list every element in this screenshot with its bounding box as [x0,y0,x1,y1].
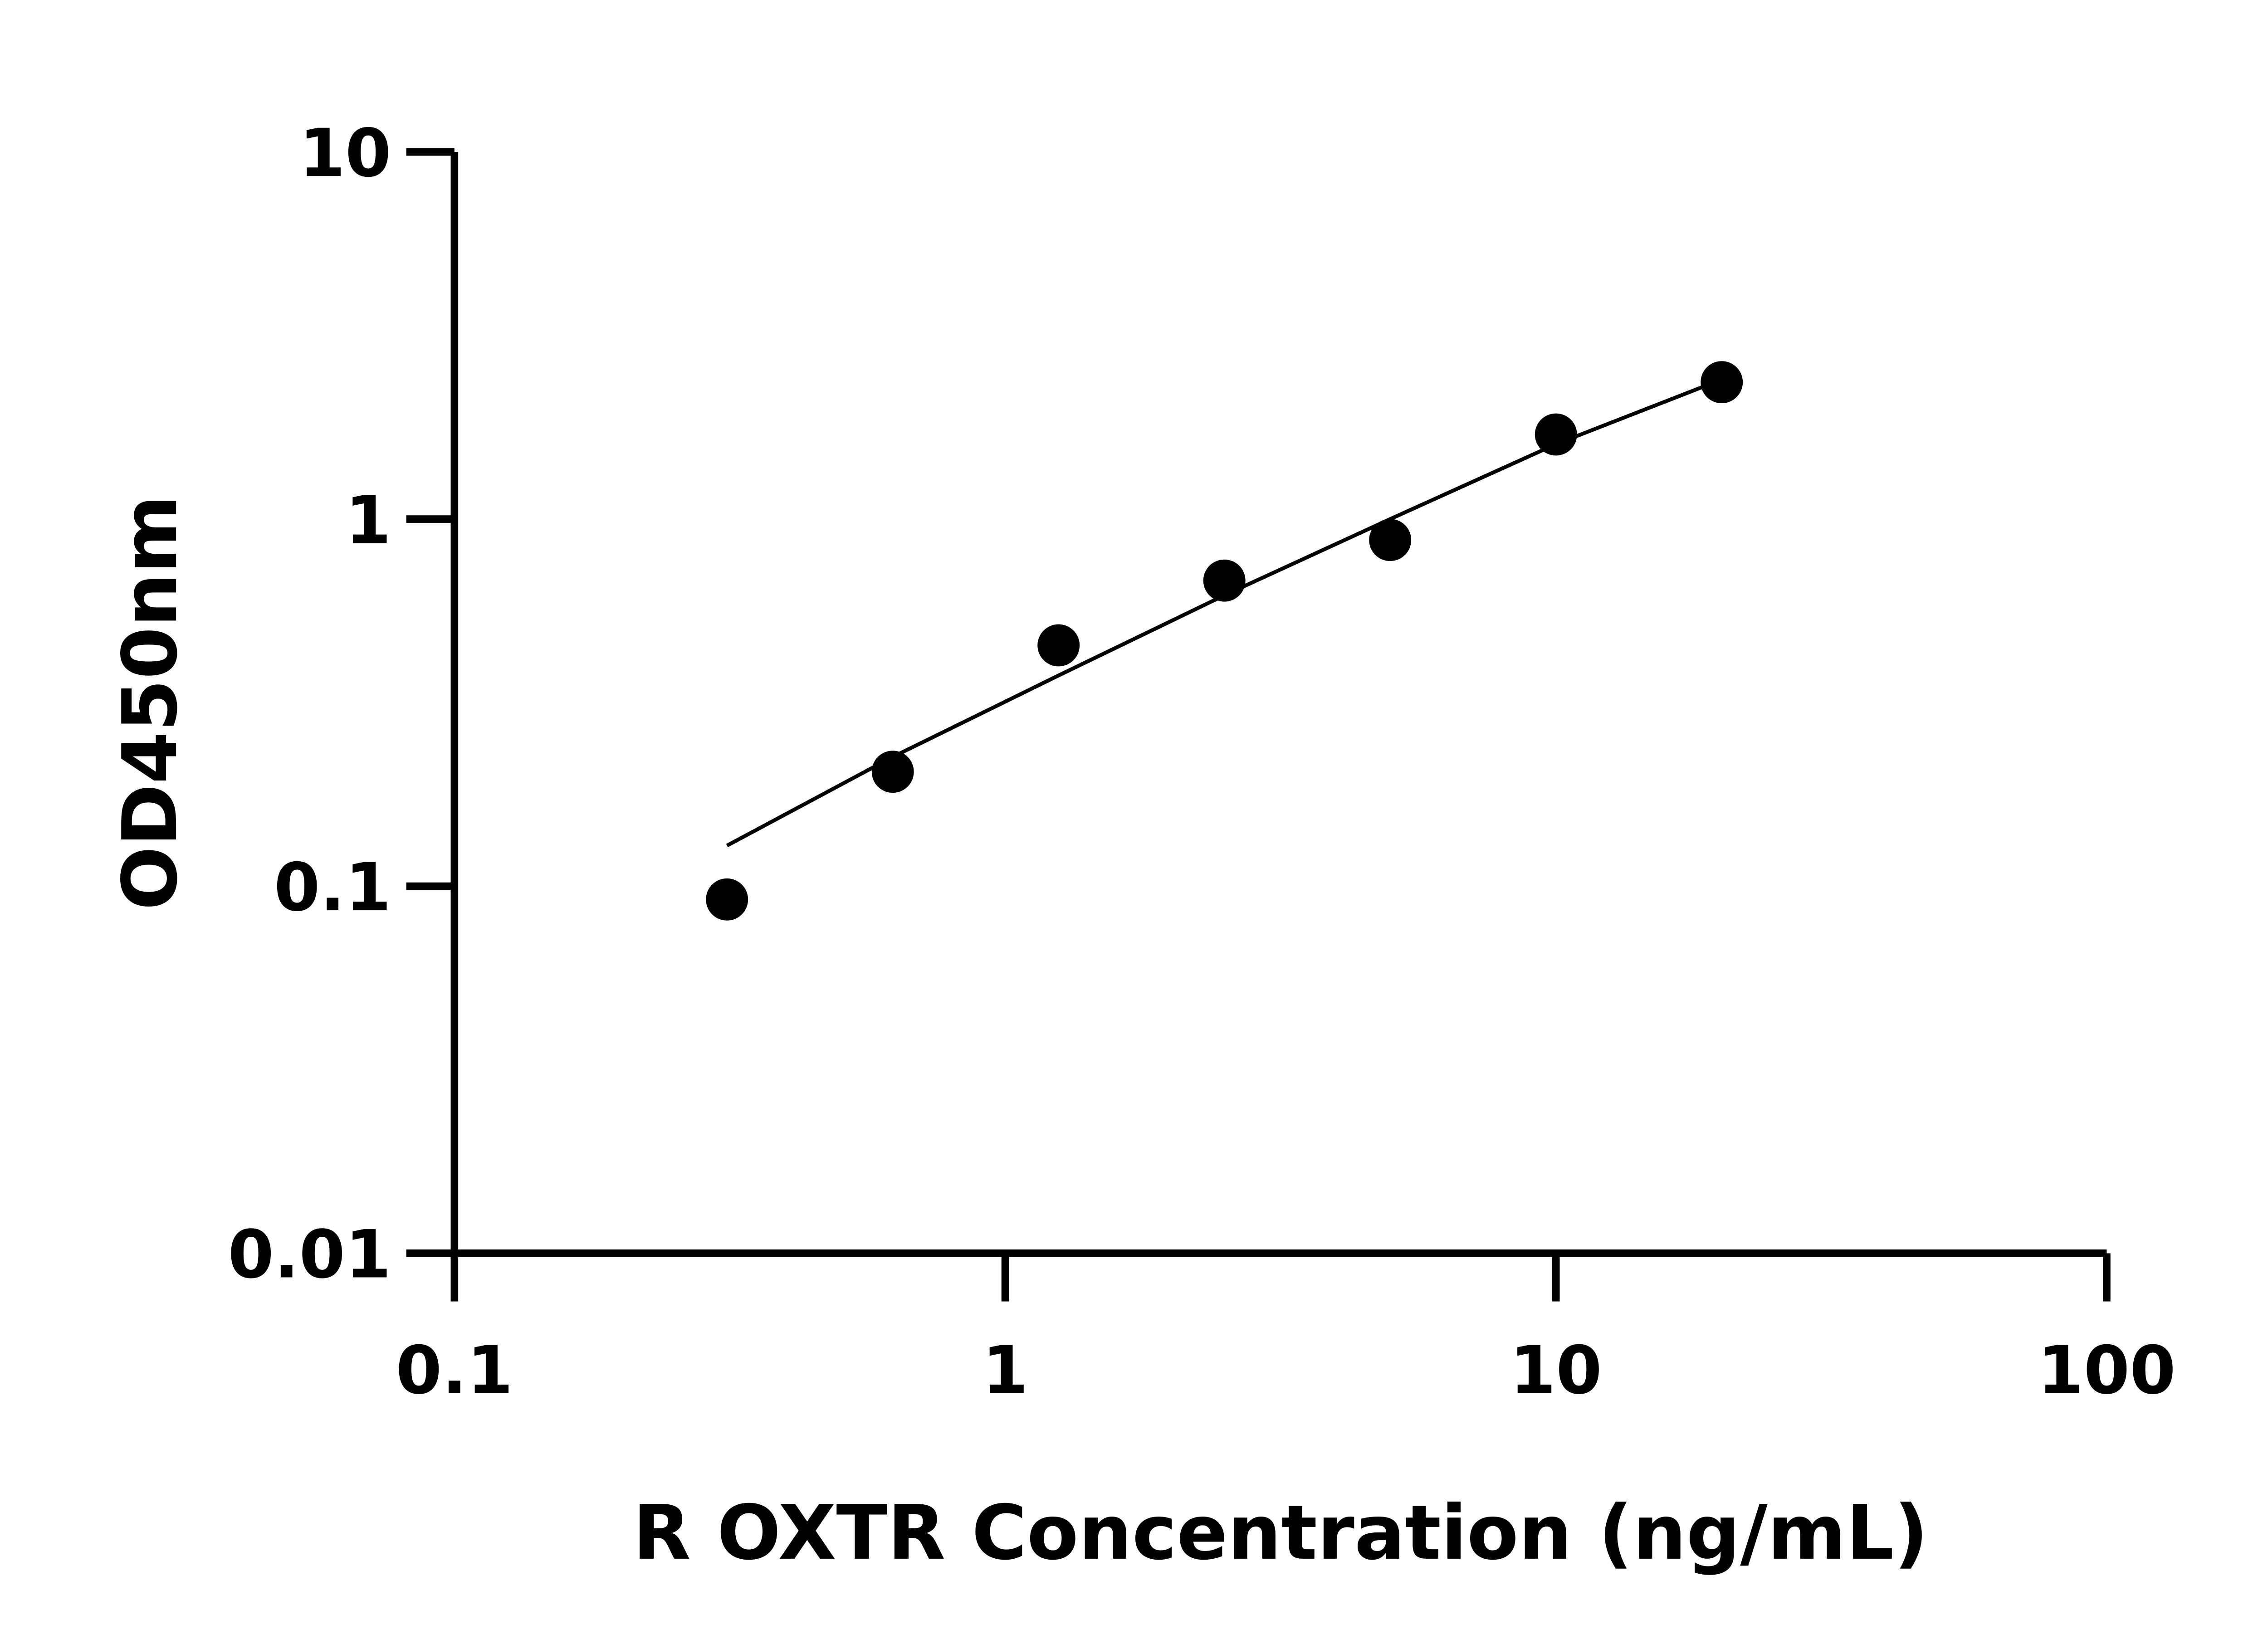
x-tick-label: 10 [1510,1332,1602,1409]
data-point [1701,361,1743,404]
data-point [706,878,748,921]
data-point [1203,559,1246,602]
data-points [706,361,1743,921]
x-tick-label: 100 [2038,1332,2176,1409]
y-tick-label: 0.01 [228,1217,391,1293]
data-point [871,751,914,793]
x-axis-label: R OXTR Concentration (ng/mL) [633,1489,1928,1577]
y-tick-label: 10 [299,115,391,192]
data-point [1037,624,1080,667]
x-tick-label: 1 [982,1332,1028,1409]
x-tick-label: 0.1 [396,1332,513,1409]
axes [406,148,2111,1302]
y-tick-label: 1 [345,483,391,559]
data-point [1535,413,1577,456]
data-point [1369,519,1412,561]
y-axis-label: OD450nm [107,495,194,910]
y-tick-label: 0.1 [274,849,391,926]
